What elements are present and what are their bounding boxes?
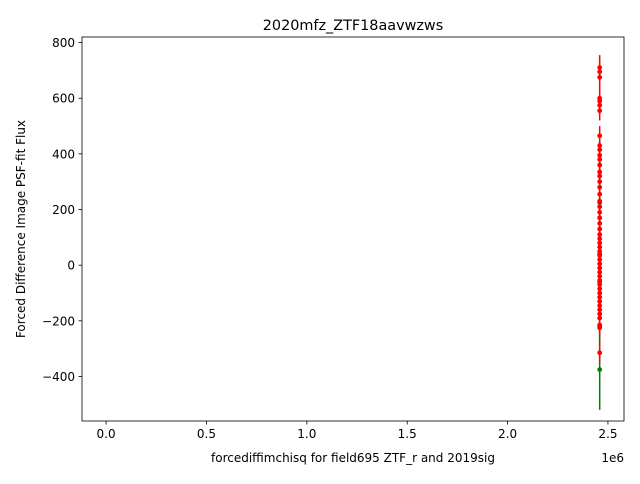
data-point bbox=[597, 240, 603, 246]
data-point bbox=[597, 273, 603, 279]
data-point bbox=[597, 157, 603, 162]
plot-area bbox=[597, 55, 603, 410]
y-tick-label: −400 bbox=[42, 370, 75, 384]
chart-title: 2020mfz_ZTF18aavwzws bbox=[263, 18, 443, 34]
data-point bbox=[597, 311, 603, 317]
data-point bbox=[597, 198, 603, 204]
x-tick-label: 2.0 bbox=[498, 427, 517, 441]
y-tick-label: 0 bbox=[67, 259, 75, 273]
data-point bbox=[597, 133, 603, 139]
data-point bbox=[597, 184, 603, 190]
data-point bbox=[597, 209, 603, 215]
data-point bbox=[597, 179, 603, 185]
x-axis: 0.0 0.5 1.0 1.5 2.0 2.5 bbox=[97, 421, 617, 441]
data-series-2 bbox=[597, 55, 603, 364]
data-point bbox=[597, 367, 603, 372]
x-tick-label: 2.5 bbox=[598, 427, 617, 441]
data-point bbox=[597, 215, 603, 221]
data-point bbox=[597, 143, 603, 148]
x-axis-offset-label: 1e6 bbox=[601, 451, 624, 465]
x-tick-label: 0.5 bbox=[197, 427, 216, 441]
x-axis-label: forcediffimchisq for field695 ZTF_r and … bbox=[211, 451, 495, 465]
data-point bbox=[597, 307, 603, 313]
data-point bbox=[597, 102, 603, 108]
data-point bbox=[597, 248, 603, 254]
data-point bbox=[597, 191, 603, 197]
y-tick-label: −200 bbox=[42, 314, 75, 328]
data-point bbox=[597, 265, 603, 271]
data-point bbox=[597, 173, 603, 179]
data-point bbox=[597, 204, 603, 210]
data-point bbox=[597, 278, 603, 283]
y-tick-label: 600 bbox=[52, 92, 75, 106]
data-point bbox=[597, 152, 603, 158]
data-point bbox=[597, 169, 603, 175]
data-point bbox=[597, 232, 603, 237]
data-point bbox=[597, 253, 603, 258]
data-point bbox=[597, 257, 603, 263]
data-point bbox=[597, 108, 603, 114]
data-point bbox=[597, 350, 603, 356]
y-axis: −400 −200 0 200 400 600 800 bbox=[42, 36, 82, 384]
plot-frame bbox=[81, 36, 625, 422]
x-tick-label: 0.0 bbox=[97, 427, 116, 441]
y-tick-label: 800 bbox=[52, 36, 75, 50]
data-point bbox=[597, 294, 603, 300]
data-point bbox=[597, 286, 603, 292]
data-point bbox=[597, 282, 603, 288]
data-point bbox=[597, 261, 603, 267]
x-tick-label: 1.0 bbox=[297, 427, 316, 441]
data-point bbox=[597, 65, 603, 71]
data-point bbox=[597, 147, 603, 153]
data-point bbox=[597, 298, 603, 304]
y-tick-label: 400 bbox=[52, 147, 75, 161]
data-point bbox=[597, 290, 603, 296]
data-point bbox=[597, 303, 603, 308]
data-point bbox=[597, 244, 603, 250]
x-tick-label: 1.5 bbox=[398, 427, 417, 441]
data-point bbox=[597, 315, 603, 321]
data-point bbox=[597, 69, 603, 75]
data-point bbox=[597, 325, 603, 331]
data-point bbox=[597, 236, 603, 242]
y-axis-label: Forced Difference Image PSF-fit Flux bbox=[14, 120, 28, 338]
data-point bbox=[597, 221, 603, 226]
data-point bbox=[597, 98, 603, 104]
data-point bbox=[597, 226, 603, 232]
data-point bbox=[597, 269, 603, 275]
data-point bbox=[597, 162, 603, 168]
y-tick-label: 200 bbox=[52, 203, 75, 217]
data-point bbox=[597, 74, 603, 80]
